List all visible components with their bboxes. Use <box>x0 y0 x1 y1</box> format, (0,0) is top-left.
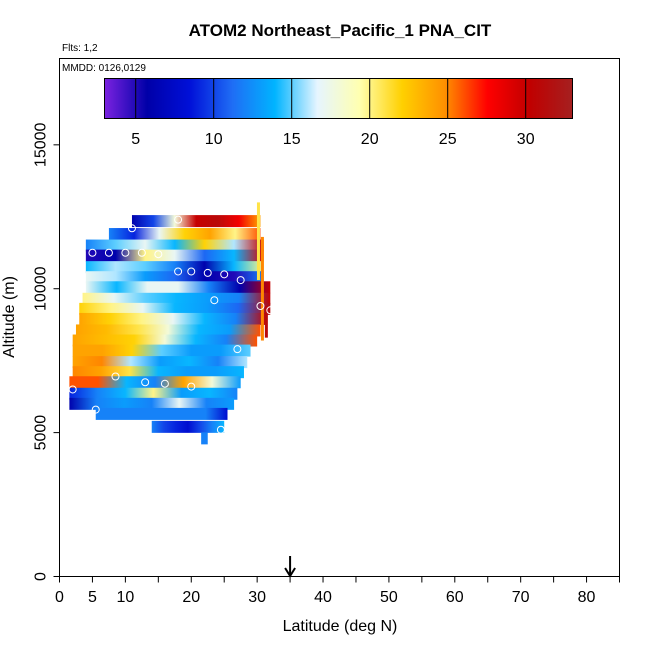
profile-row <box>131 215 261 228</box>
x-axis-label: Latitude (deg N) <box>283 618 398 635</box>
profile-row <box>85 281 271 294</box>
data-point <box>216 425 225 434</box>
profile-row <box>75 324 261 337</box>
data-point <box>256 301 265 310</box>
flights-label: Flts: 1,2 <box>62 43 98 54</box>
data-point <box>174 267 183 276</box>
x-tick-label: 0 <box>55 589 64 606</box>
profile-row <box>95 407 228 420</box>
marker-head <box>284 567 296 578</box>
data-point <box>203 268 212 277</box>
colorbar-gradient <box>104 78 573 119</box>
data-point <box>174 215 183 224</box>
data-point <box>68 385 77 394</box>
vertical-strip <box>264 305 268 338</box>
axes: 0 5 10 20 30 40 50 60 70 80 0 5000 10000 15000 <box>33 122 620 606</box>
profile-row <box>85 271 264 284</box>
x-tick-label: 60 <box>446 589 464 606</box>
colorbar-tick-label: 10 <box>205 131 223 148</box>
profile-row <box>69 387 238 400</box>
data-point <box>137 248 146 257</box>
data-point <box>111 372 120 381</box>
profile-row <box>151 420 225 433</box>
data-point <box>266 306 275 315</box>
profile-row <box>72 366 244 379</box>
latitude-marker-arrow <box>284 556 296 578</box>
profile-row <box>72 344 251 357</box>
plot-frame <box>59 58 620 577</box>
profile-row <box>201 432 208 445</box>
profile-row <box>82 292 271 305</box>
data-point <box>104 248 113 257</box>
data-point <box>187 267 196 276</box>
data-point <box>210 296 219 305</box>
x-tick-label: 40 <box>314 589 332 606</box>
x-tick-label: 10 <box>116 589 134 606</box>
x-tick-label: 80 <box>578 589 596 606</box>
profile-row <box>79 312 268 325</box>
y-tick-label: 0 <box>33 572 50 581</box>
y-axis-label: Altitude (m) <box>1 276 18 358</box>
data-point <box>127 224 136 233</box>
colorbar: 5 10 15 20 25 30 <box>104 78 573 148</box>
x-tick-label: 5 <box>88 589 97 606</box>
profile-row <box>72 356 248 369</box>
data-point <box>88 248 97 257</box>
data-point <box>91 405 100 414</box>
data-point <box>141 378 150 387</box>
profile-row <box>85 261 264 274</box>
vertical-strip <box>260 236 264 341</box>
data-point <box>154 250 163 259</box>
plot-area <box>68 202 275 445</box>
data-point <box>236 276 245 285</box>
chart-title: ATOM2 Northeast_Pacific_1 PNA_CIT <box>189 21 492 40</box>
profile-row <box>85 249 264 262</box>
colorbar-tick-label: 5 <box>131 131 140 148</box>
data-point <box>220 270 229 279</box>
colorbar-tick-label: 15 <box>283 131 301 148</box>
x-tick-label: 50 <box>380 589 398 606</box>
profile-row <box>72 334 258 347</box>
y-tick-label: 5000 <box>33 415 50 451</box>
data-point <box>121 248 130 257</box>
profile-row <box>108 228 261 241</box>
y-tick-label: 15000 <box>33 122 50 167</box>
colorbar-tick-label: 25 <box>439 131 457 148</box>
x-tick-label: 70 <box>512 589 530 606</box>
data-point <box>233 345 242 354</box>
dates-label: MMDD: 0126,0129 <box>62 63 146 74</box>
data-point <box>160 379 169 388</box>
y-tick-label: 10000 <box>33 266 50 311</box>
profile-row <box>79 302 271 315</box>
vertical-strip <box>256 202 260 281</box>
x-tick-label: 30 <box>248 589 266 606</box>
colorbar-tick-label: 20 <box>361 131 379 148</box>
colorbar-tick-label: 30 <box>517 131 535 148</box>
x-tick-label: 20 <box>182 589 200 606</box>
profile-row <box>69 376 241 389</box>
profile-row <box>85 239 264 252</box>
profile-row <box>69 397 235 410</box>
data-point <box>187 382 196 391</box>
